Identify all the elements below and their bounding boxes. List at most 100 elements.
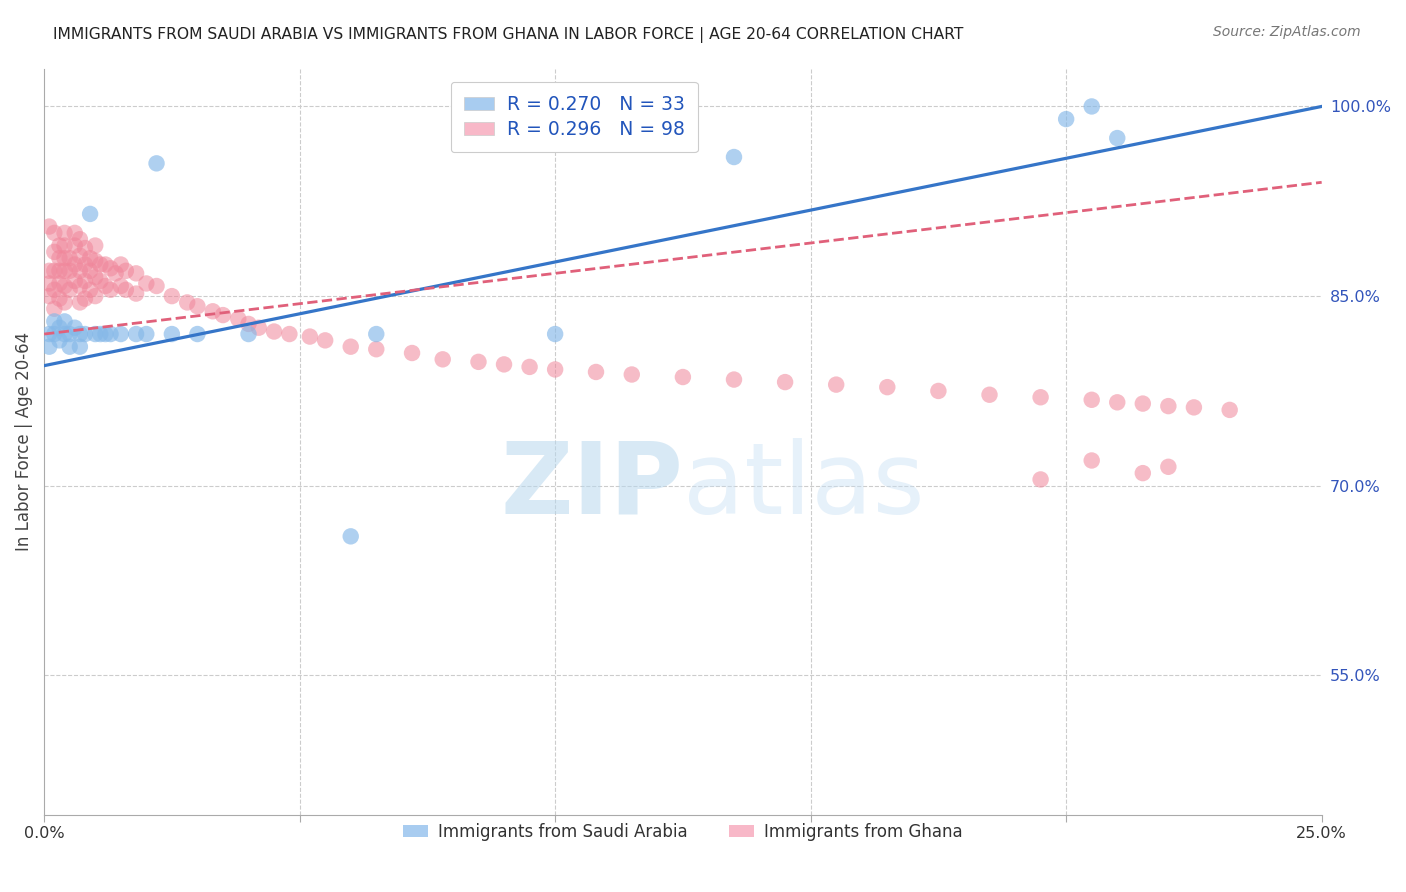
Point	[145, 279, 167, 293]
Point	[110, 279, 132, 293]
Point	[63, 320, 86, 334]
Point	[79, 251, 101, 265]
Point	[226, 311, 249, 326]
Point	[44, 283, 66, 297]
Point	[69, 249, 91, 263]
Point	[314, 334, 336, 348]
Point	[115, 283, 138, 297]
Point	[467, 355, 489, 369]
Point	[73, 326, 96, 341]
Point	[145, 156, 167, 170]
Point	[1182, 401, 1205, 415]
Point	[366, 326, 388, 341]
Point	[100, 261, 122, 276]
Point	[53, 238, 76, 252]
Point	[44, 264, 66, 278]
Point	[38, 277, 60, 291]
Point	[73, 274, 96, 288]
Point	[160, 326, 183, 341]
Point	[44, 314, 66, 328]
Point	[48, 292, 70, 306]
Point	[100, 326, 122, 341]
Point	[59, 264, 82, 278]
Point	[73, 258, 96, 272]
Point	[238, 317, 260, 331]
Point	[115, 264, 138, 278]
Point	[79, 283, 101, 297]
Point	[773, 375, 796, 389]
Point	[125, 286, 148, 301]
Point	[238, 326, 260, 341]
Point	[48, 238, 70, 252]
Point	[432, 352, 454, 367]
Point	[672, 370, 695, 384]
Point	[1054, 112, 1077, 127]
Point	[84, 289, 107, 303]
Point	[79, 264, 101, 278]
Point	[401, 346, 423, 360]
Point	[59, 283, 82, 297]
Point	[1107, 131, 1129, 145]
Point	[1029, 390, 1052, 404]
Point	[1132, 466, 1154, 480]
Point	[59, 251, 82, 265]
Point	[48, 334, 70, 348]
Point	[73, 241, 96, 255]
Point	[44, 226, 66, 240]
Point	[585, 365, 607, 379]
Point	[84, 238, 107, 252]
Point	[247, 320, 270, 334]
Text: ZIP: ZIP	[501, 438, 683, 535]
Point	[110, 258, 132, 272]
Point	[84, 270, 107, 285]
Point	[69, 326, 91, 341]
Point	[63, 226, 86, 240]
Point	[125, 326, 148, 341]
Point	[544, 362, 567, 376]
Point	[38, 219, 60, 234]
Point	[79, 207, 101, 221]
Point	[263, 325, 285, 339]
Point	[94, 326, 117, 341]
Point	[110, 326, 132, 341]
Point	[519, 359, 541, 374]
Point	[723, 373, 745, 387]
Point	[38, 326, 60, 341]
Point	[979, 388, 1001, 402]
Point	[38, 264, 60, 278]
Legend: R = 0.270   N = 33, R = 0.296   N = 98: R = 0.270 N = 33, R = 0.296 N = 98	[451, 82, 697, 153]
Point	[1029, 472, 1052, 486]
Point	[89, 274, 111, 288]
Point	[59, 326, 82, 341]
Point	[44, 244, 66, 259]
Point	[100, 283, 122, 297]
Point	[53, 279, 76, 293]
Point	[723, 150, 745, 164]
Point	[176, 295, 198, 310]
Point	[84, 326, 107, 341]
Point	[48, 277, 70, 291]
Point	[1157, 459, 1180, 474]
Point	[366, 342, 388, 356]
Y-axis label: In Labor Force | Age 20-64: In Labor Force | Age 20-64	[15, 332, 32, 551]
Point	[1080, 392, 1102, 407]
Point	[38, 340, 60, 354]
Point	[186, 299, 208, 313]
Point	[339, 340, 361, 354]
Text: atlas: atlas	[683, 438, 925, 535]
Point	[927, 384, 949, 398]
Point	[53, 314, 76, 328]
Point	[89, 326, 111, 341]
Point	[94, 279, 117, 293]
Point	[544, 326, 567, 341]
Point	[1080, 453, 1102, 467]
Point	[53, 326, 76, 341]
Point	[48, 251, 70, 265]
Point	[59, 340, 82, 354]
Point	[278, 326, 301, 341]
Point	[1219, 403, 1241, 417]
Point	[69, 232, 91, 246]
Text: IMMIGRANTS FROM SAUDI ARABIA VS IMMIGRANTS FROM GHANA IN LABOR FORCE | AGE 20-64: IMMIGRANTS FROM SAUDI ARABIA VS IMMIGRAN…	[53, 27, 963, 43]
Point	[69, 264, 91, 278]
Point	[135, 326, 157, 341]
